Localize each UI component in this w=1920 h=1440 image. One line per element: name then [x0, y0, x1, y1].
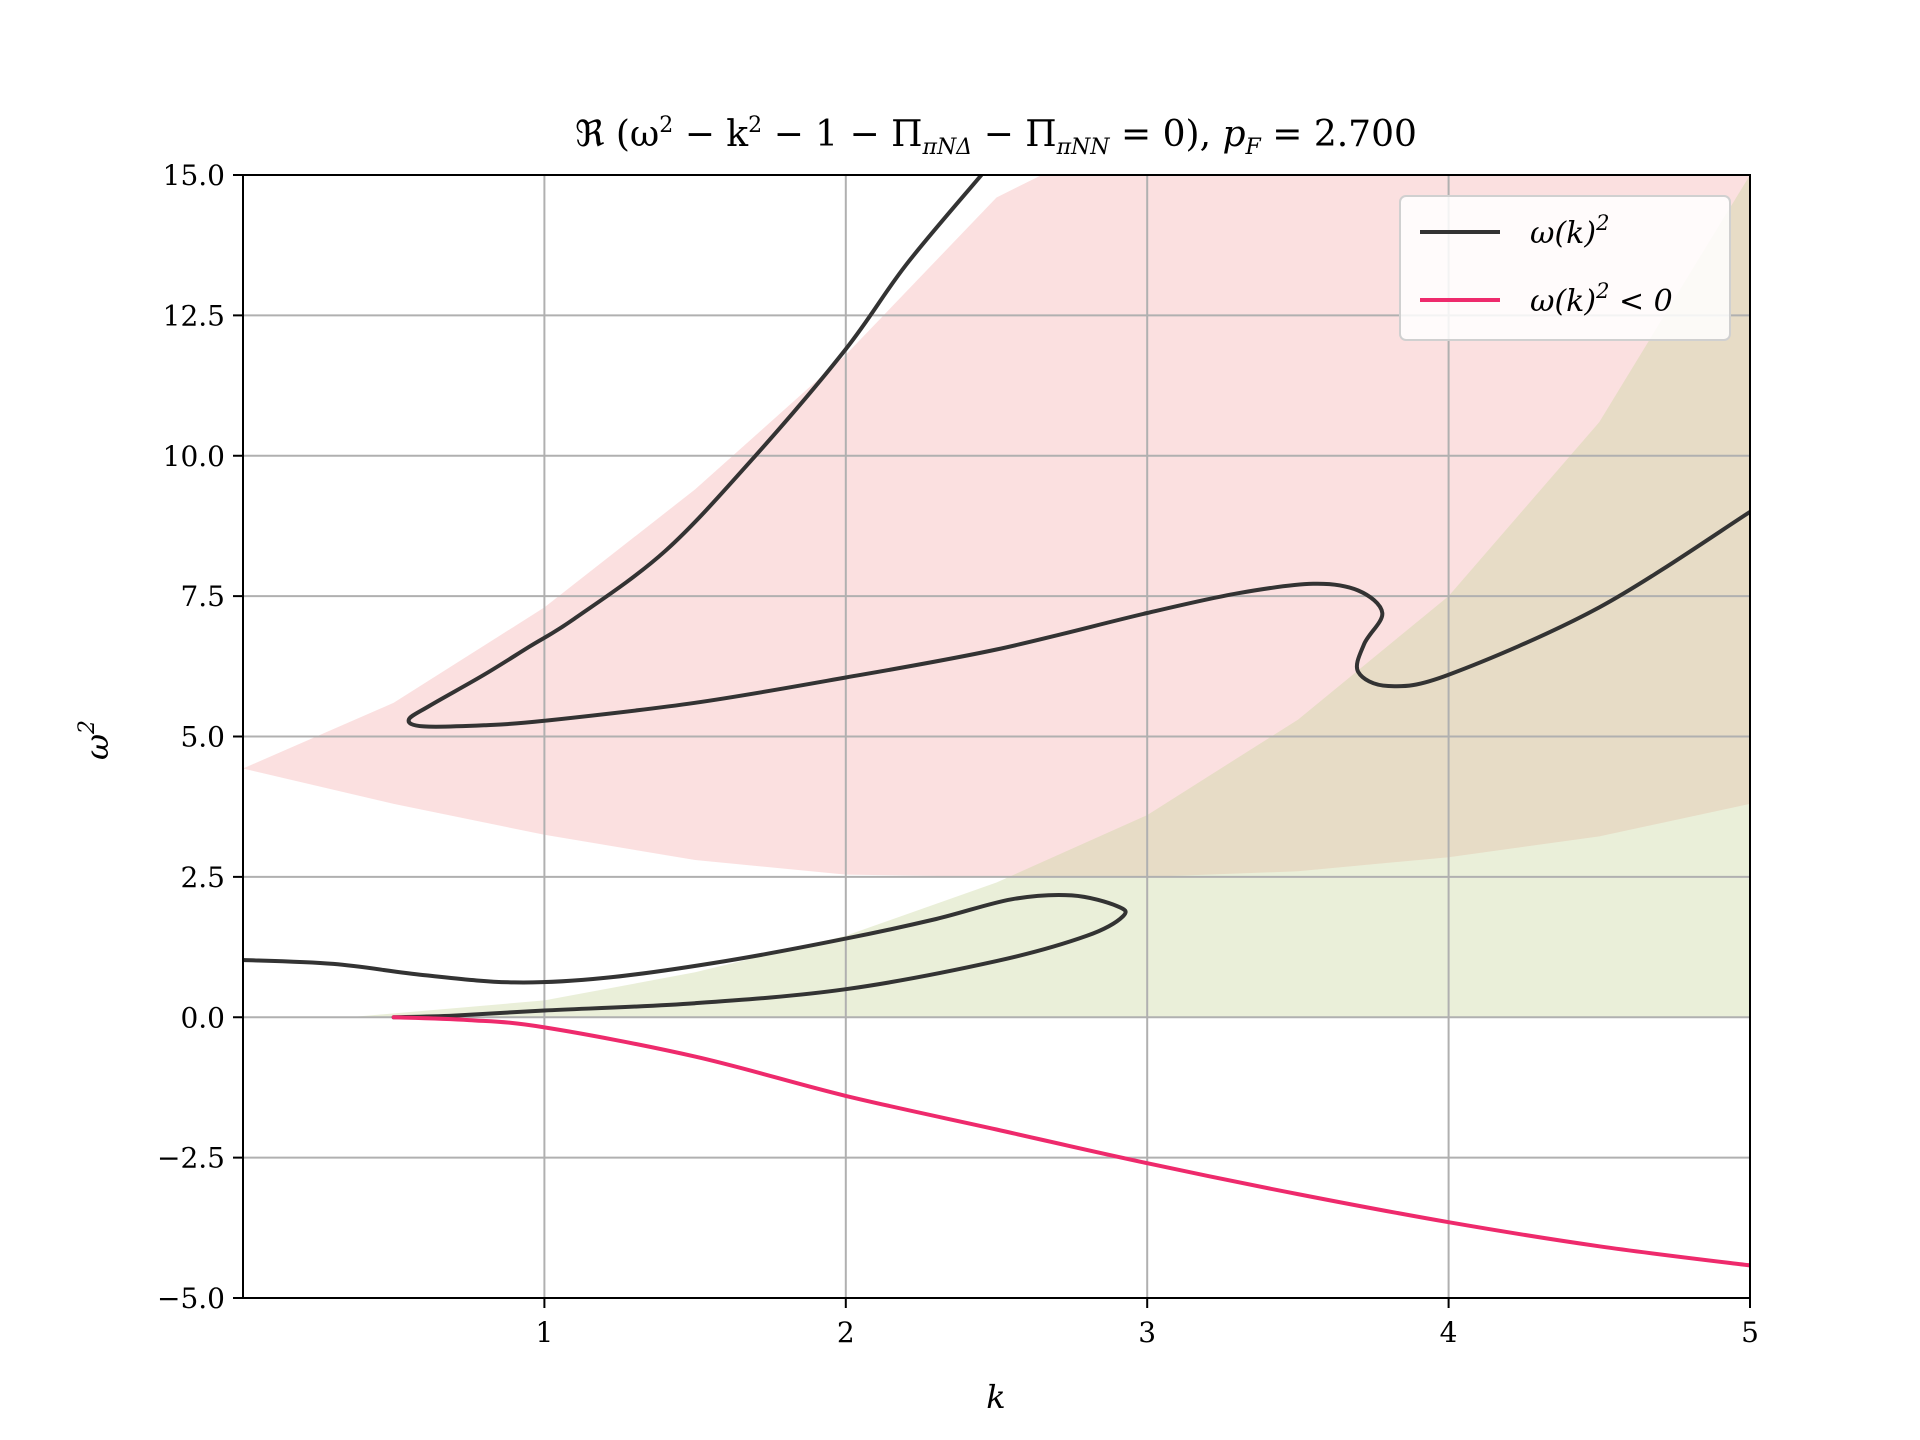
chart-title: ℜ (ω2 − k2 − 1 − ΠπNΔ − ΠπNN = 0), pF = …: [575, 113, 1417, 160]
x-tick-label: 1: [535, 1316, 553, 1349]
legend: ω(k)2 ω(k)2 < 0: [1399, 195, 1731, 341]
y-axis-label: ω2: [75, 720, 116, 760]
y-tick-label: 10.0: [163, 440, 225, 473]
y-tick-label: 7.5: [180, 580, 225, 613]
y-tick-label: 12.5: [163, 299, 225, 332]
y-tick-label: −2.5: [157, 1142, 225, 1175]
series-line-2: [243, 892, 1128, 1020]
band-region-2: [348, 175, 1750, 1018]
series-line-3: [391, 1015, 1750, 1268]
y-tick-label: 0.0: [180, 1001, 225, 1034]
y-tick-label: 5.0: [180, 721, 225, 754]
legend-label-omega-sq-neg: ω(k)2 < 0: [1530, 279, 1673, 319]
x-tick-label: 4: [1440, 1316, 1458, 1349]
x-tick-label: 5: [1741, 1316, 1759, 1349]
series-line-1: [406, 175, 1750, 729]
x-tick-label: 3: [1138, 1316, 1156, 1349]
y-tick-label: 15.0: [163, 159, 225, 192]
band-region-1: [243, 175, 1750, 877]
y-tick-label: −5.0: [157, 1282, 225, 1315]
x-axis-label: k: [986, 1378, 1005, 1416]
x-tick-label: 2: [837, 1316, 855, 1349]
y-tick-label: 2.5: [180, 861, 225, 894]
